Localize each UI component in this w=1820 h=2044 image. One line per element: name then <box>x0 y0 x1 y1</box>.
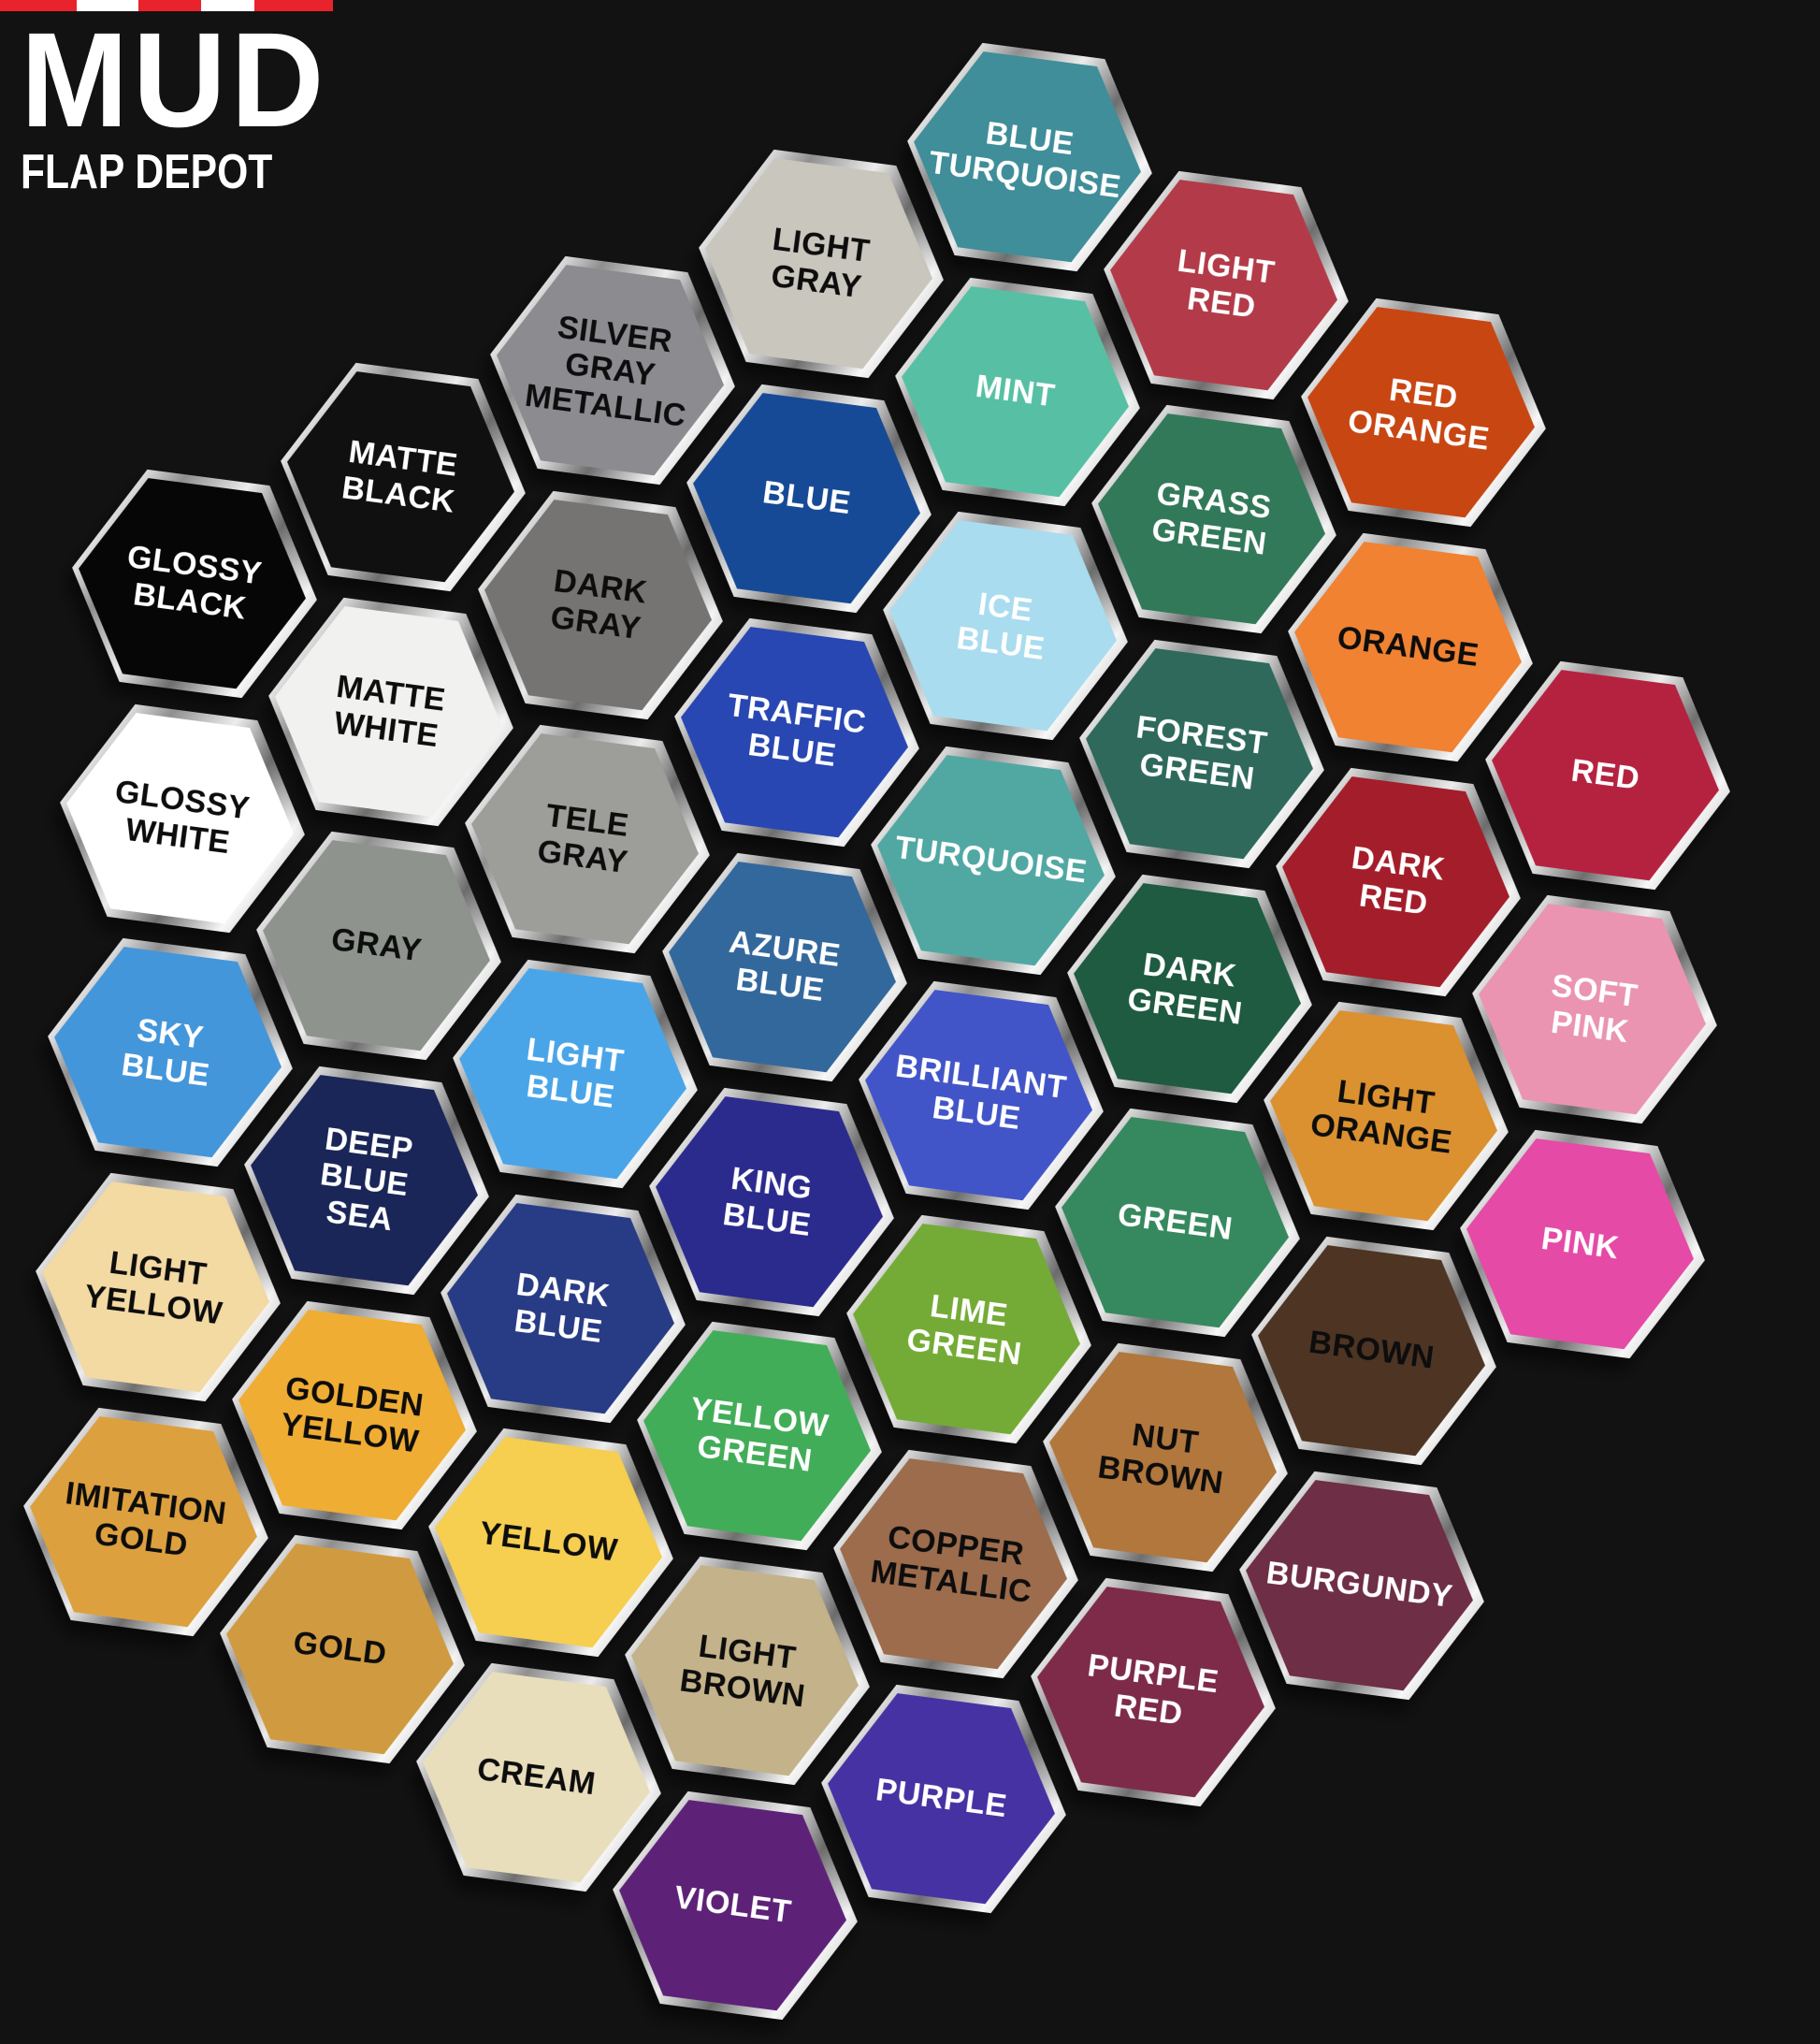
stripe-segment <box>138 0 201 11</box>
swatch-label: BURGUNDY <box>1264 1555 1455 1616</box>
swatch-pink[interactable]: PINK <box>1446 1122 1719 1366</box>
swatch-label: GOLDEN YELLOW <box>278 1370 426 1460</box>
swatch-face: SOFT PINK <box>1466 896 1718 1122</box>
swatch-label: SOFT PINK <box>1549 967 1640 1050</box>
swatch-label: PINK <box>1538 1221 1622 1267</box>
swatch-soft-pink[interactable]: SOFT PINK <box>1458 887 1731 1131</box>
swatch-label: LIGHT GRAY <box>769 222 873 305</box>
checker-stripe-bar <box>0 0 333 11</box>
swatch-label: KING BLUE <box>720 1161 815 1243</box>
logo-subtitle: FLAP DEPOT <box>21 145 273 200</box>
swatch-label: CREAM <box>474 1751 599 1803</box>
swatch-label: AZURE BLUE <box>727 924 843 1008</box>
swatch-label: COPPER METALLIC <box>868 1519 1034 1610</box>
swatch-label: PURPLE RED <box>1085 1647 1221 1732</box>
logo-title: MUD <box>21 5 329 155</box>
swatch-label: BROWN <box>1307 1324 1437 1377</box>
swatch-label: DARK RED <box>1349 840 1448 922</box>
swatch-label: TELE GRAY <box>535 798 631 880</box>
swatch-label: DEEP BLUE SEA <box>318 1121 415 1238</box>
swatch-label: LIME GREEN <box>904 1288 1024 1372</box>
swatch-label: GLOSSY BLACK <box>124 539 265 627</box>
swatch-label: ICE BLUE <box>954 587 1047 667</box>
stripe-segment <box>201 0 254 11</box>
swatch-label: MINT <box>973 369 1058 415</box>
swatch-red[interactable]: RED <box>1471 653 1744 897</box>
swatch-label: TRAFFIC BLUE <box>725 688 869 774</box>
swatch-red-orange[interactable]: RED ORANGE <box>1287 290 1560 534</box>
swatch-label: BLUE TURQUOISE <box>927 115 1123 205</box>
swatch-label: VIOLET <box>672 1879 794 1931</box>
swatch-label: BLUE <box>760 474 853 522</box>
swatch-label: IMITATION GOLD <box>63 1475 229 1563</box>
swatch-face: RED ORANGE <box>1294 299 1547 525</box>
swatch-label: SILVER GRAY METALLIC <box>523 309 688 434</box>
swatch-label: MATTE BLACK <box>339 434 460 520</box>
swatch-label: PURPLE <box>874 1772 1009 1825</box>
swatch-label: FOREST GREEN <box>1134 709 1270 797</box>
swatch-label: LIGHT ORANGE <box>1308 1074 1454 1161</box>
swatch-label: TURQUOISE <box>892 830 1090 891</box>
swatch-label: GOLD <box>291 1625 389 1674</box>
swatch-label: NUT BROWN <box>1095 1417 1226 1501</box>
swatch-label: DARK GRAY <box>548 563 650 646</box>
stripe-segment <box>0 0 77 11</box>
swatch-label: LIGHT BROWN <box>677 1629 808 1715</box>
swatch-label: MATTE WHITE <box>332 669 448 754</box>
swatch-label: RED ORANGE <box>1346 372 1492 457</box>
swatch-label: GRAY <box>328 921 425 969</box>
swatch-label: SKY BLUE <box>119 1012 212 1094</box>
swatch-face: PINK <box>1453 1131 1706 1356</box>
swatch-label: GREEN <box>1115 1196 1235 1248</box>
swatch-face: BURGUNDY <box>1233 1472 1485 1698</box>
swatch-label: BRILLIANT BLUE <box>893 1048 1069 1137</box>
swatch-label: ORANGE <box>1335 619 1481 674</box>
swatch-label: GRASS GREEN <box>1149 475 1274 562</box>
stripe-segment <box>254 0 333 11</box>
swatch-face: RED <box>1479 662 1731 888</box>
swatch-burgundy[interactable]: BURGUNDY <box>1225 1463 1498 1707</box>
logo: MUD FLAP DEPOT <box>21 5 341 200</box>
swatch-label: DARK GREEN <box>1125 947 1245 1032</box>
swatch-label: DARK BLUE <box>512 1267 613 1350</box>
swatch-label: GLOSSY WHITE <box>112 774 253 861</box>
swatch-label: RED <box>1568 753 1642 798</box>
swatch-label: LIGHT RED <box>1175 243 1278 326</box>
stripe-segment <box>77 0 138 11</box>
swatch-label: YELLOW <box>477 1515 620 1570</box>
swatch-label: YELLOW GREEN <box>687 1391 831 1479</box>
swatch-label: LIGHT BLUE <box>524 1032 627 1115</box>
swatch-label: LIGHT YELLOW <box>81 1245 225 1332</box>
